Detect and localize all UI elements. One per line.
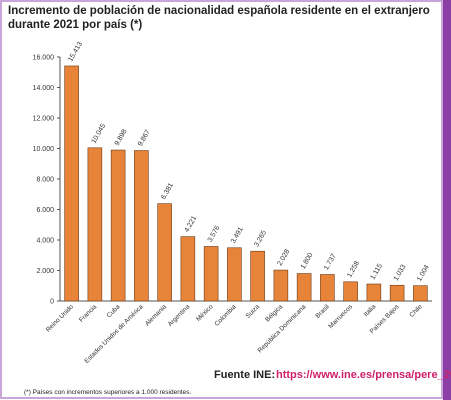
bar	[413, 285, 428, 302]
y-tick-label: 8.000	[36, 177, 54, 184]
bar	[366, 283, 382, 302]
bar	[180, 236, 196, 302]
y-tick-label: 0	[50, 299, 54, 306]
bar	[134, 150, 149, 302]
side-strip	[443, 0, 451, 400]
y-tick-label: 14.000	[33, 85, 55, 92]
chart-title: Incremento de población de nacionalidad …	[8, 5, 430, 17]
bar	[157, 203, 172, 302]
bar	[110, 149, 126, 302]
bar	[87, 147, 103, 302]
y-tick-label: 10.000	[33, 146, 55, 153]
bar	[64, 65, 79, 302]
bar	[203, 246, 219, 302]
source-url: https://www.ine.es/prensa/pere_2022.pdf	[276, 369, 451, 381]
bar	[227, 247, 242, 302]
bar	[320, 274, 335, 302]
bar	[343, 281, 358, 302]
bar	[389, 284, 405, 302]
chart-title: durante 2021 por país (*)	[8, 19, 142, 31]
bar	[296, 273, 312, 302]
source-label: Fuente INE:	[214, 369, 275, 381]
footnote: (*) Países con incrementos superiores a …	[24, 389, 191, 396]
y-tick-label: 2.000	[36, 268, 54, 275]
bar	[250, 250, 265, 302]
y-tick-label: 4.000	[36, 238, 54, 245]
y-tick-label: 6.000	[36, 207, 54, 214]
bar	[273, 269, 289, 302]
y-tick-label: 16.000	[33, 55, 55, 62]
y-tick-label: 12.000	[33, 116, 55, 123]
